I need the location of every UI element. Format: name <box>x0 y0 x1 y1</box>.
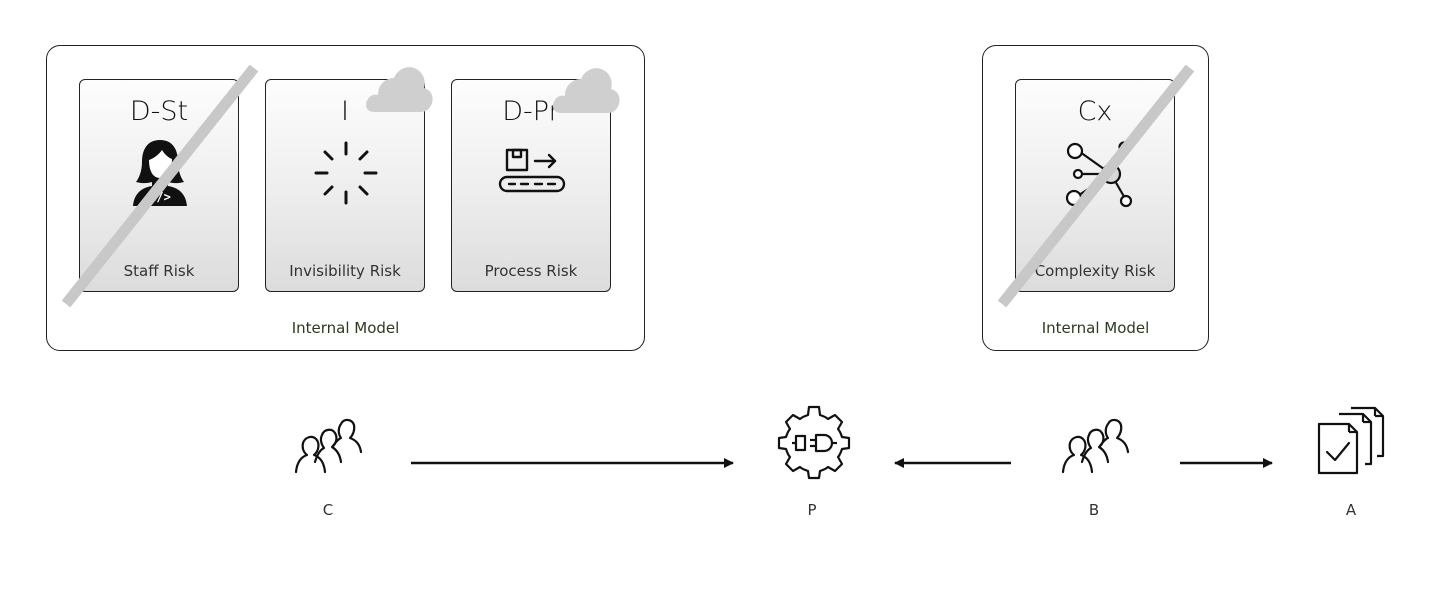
risk-card-invisibility: I Invisibility Risk <box>265 79 425 292</box>
loading-spinner-icon <box>314 141 378 205</box>
documents-check-icon <box>1317 406 1385 475</box>
group-of-people-icon <box>1061 418 1130 474</box>
group-of-people-icon <box>294 418 363 474</box>
cloud-icon <box>553 68 620 113</box>
node-label-c: C <box>322 501 334 519</box>
risk-name-process: Process Risk <box>484 262 578 280</box>
internal-model-right-label: Internal Model <box>1041 319 1150 337</box>
internal-model-left-label: Internal Model <box>291 319 400 337</box>
risk-name-invisibility: Invisibility Risk <box>289 262 401 280</box>
risk-card-process: D-Pr Process Risk <box>451 79 611 292</box>
gear-plug-icon <box>777 405 851 480</box>
risk-code-invisibility: I <box>341 96 349 127</box>
cloud-icon <box>366 67 433 112</box>
node-label-b: B <box>1088 501 1100 519</box>
conveyor-belt-icon <box>498 148 566 193</box>
node-label-p: P <box>807 501 817 519</box>
node-label-a: A <box>1345 501 1357 519</box>
risk-code-process: D-Pr <box>502 96 560 127</box>
